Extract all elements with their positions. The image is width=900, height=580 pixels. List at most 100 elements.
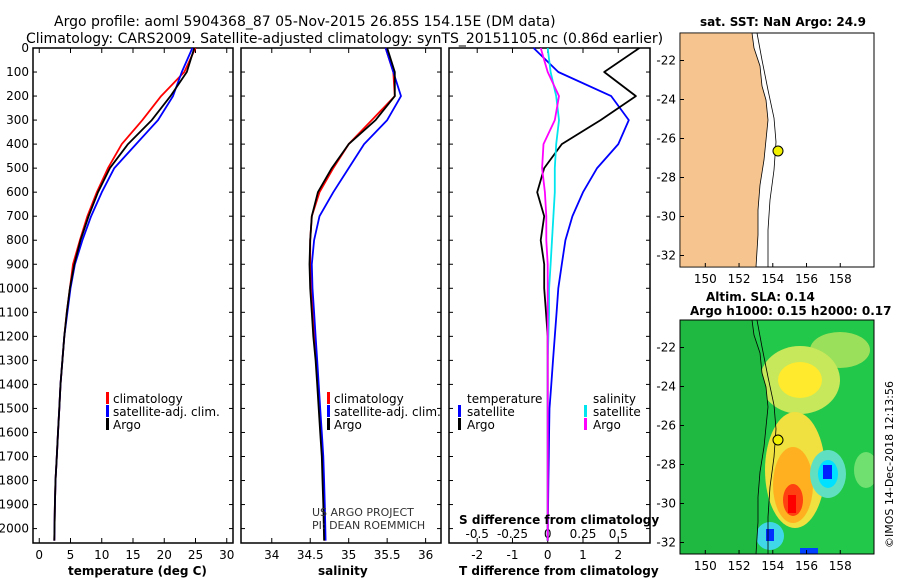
sla-map-field-blob <box>854 452 874 488</box>
series-line-temperature-satellite <box>532 47 630 541</box>
depth-tick-label: 600 <box>6 185 29 199</box>
legend-label-s-satellite: satellite <box>593 405 641 419</box>
secondary-x-tick-label: 0.25 <box>570 527 597 541</box>
salinity-legend: climatology satellite-adj. clim. Argo <box>327 392 441 432</box>
temperature-legend: climatology satellite-adj. clim. Argo <box>106 392 220 432</box>
sla-map-landmass <box>680 320 769 554</box>
depth-tick-label: 1400 <box>0 377 29 391</box>
x-tick-label: 35.5 <box>374 548 401 562</box>
x-tick-label: 2 <box>614 548 622 562</box>
x-tick-label: -2 <box>471 548 483 562</box>
legend-label-t-satellite: satellite <box>467 405 515 419</box>
temperature-plot: 0 5 10 15 20 25 30 <box>33 47 234 562</box>
depth-tick-label: 200 <box>6 89 29 103</box>
x-tick-label: 35 <box>341 548 356 562</box>
series-line-salinity-argo <box>539 47 560 541</box>
x-tick-label: 36 <box>418 548 433 562</box>
map-lon-tick-label: 150 <box>694 559 717 573</box>
map-lon-tick-label: 152 <box>728 272 751 286</box>
x-tick-label: 15 <box>125 548 140 562</box>
secondary-x-tick-label: -0.5 <box>465 527 488 541</box>
series-line-argo <box>308 47 396 541</box>
map-lat-tick-label: -32 <box>656 536 676 550</box>
project-credit-line-2: PI: DEAN ROEMMICH <box>312 519 425 532</box>
x-tick-label: -1 <box>506 548 518 562</box>
series-line-satellite-adj-clim <box>53 47 194 541</box>
depth-tick-label: 1700 <box>0 449 29 463</box>
sst-map-argo-marker <box>772 145 784 157</box>
legend-swatch-satellite <box>106 405 109 417</box>
map-lat-tick-label: -32 <box>656 249 676 263</box>
map-lat-tick-label: -26 <box>656 132 676 146</box>
sla-map-shelf-contour <box>756 320 777 554</box>
series-line-satellite-adj-clim <box>310 47 402 541</box>
legend-label-argo: Argo <box>113 418 141 432</box>
sst-map-title: sat. SST: NaN Argo: 24.9 <box>700 15 866 29</box>
s-difference-axis-label: S difference from climatology <box>459 513 659 527</box>
legend-label-climatology: climatology <box>334 392 404 406</box>
depth-tick-label: 1300 <box>0 353 29 367</box>
x-tick-label: 34.5 <box>297 548 324 562</box>
difference-plot: -2 -1 0 1 2-0.5 -0.25 0 0.25 0.5 <box>449 47 650 562</box>
sla-map-argo-marker <box>772 434 784 446</box>
sla-map-frame <box>679 319 875 555</box>
depth-tick-label: 1500 <box>0 401 29 415</box>
sla-map-title-2: Argo h1000: 0.15 h2000: 0.17 <box>690 304 891 318</box>
map-lat-tick-label: -26 <box>656 419 676 433</box>
map-lon-tick-label: 154 <box>761 272 784 286</box>
x-tick-label: 0 <box>544 548 552 562</box>
legend-swatch-argo <box>327 418 330 430</box>
sst-map-landmass <box>679 32 769 268</box>
sla-map-field-blob <box>766 529 774 541</box>
depth-tick-label: 1900 <box>0 498 29 512</box>
depth-tick-label: 300 <box>6 113 29 127</box>
series-line-argo <box>53 47 196 541</box>
sla-map-title-1: Altim. SLA: 0.14 <box>706 290 815 304</box>
depth-tick-label: 1800 <box>0 474 29 488</box>
x-tick-label: 25 <box>188 548 203 562</box>
depth-tick-label: 800 <box>6 233 29 247</box>
sst-map-shelf-contour <box>756 32 777 267</box>
difference-panel-frame <box>448 47 651 544</box>
map-lon-tick-label: 154 <box>761 559 784 573</box>
depth-tick-label: 0 <box>21 41 29 55</box>
sst-map: 150 152 154 156 158 -22 -24 -26 -28 -30 -32 <box>656 32 875 286</box>
map-lon-tick-label: 150 <box>694 272 717 286</box>
legend-swatch-climatology <box>327 392 330 404</box>
map-lon-tick-label: 156 <box>795 559 818 573</box>
depth-tick-label: 1200 <box>0 329 29 343</box>
map-lon-tick-label: 156 <box>795 272 818 286</box>
map-lat-tick-label: -22 <box>656 54 676 68</box>
secondary-x-tick-label: -0.25 <box>497 527 528 541</box>
series-line-climatology <box>53 47 197 541</box>
depth-axis: 0 100 200 300 400 500 600 700 800 900 1000 1100 1200… <box>0 41 29 536</box>
legend-swatch-t-satellite <box>458 405 461 417</box>
legend-swatch-t-argo <box>458 418 461 430</box>
series-line-temperature-argo <box>536 47 640 541</box>
salinity-plot: 34 34.5 35 35.5 36 <box>241 47 441 562</box>
temperature-axis-label: temperature (deg C) <box>68 564 207 578</box>
x-tick-label: 10 <box>94 548 109 562</box>
sla-map-field-blob <box>800 548 818 554</box>
sla-map-field-blob <box>778 362 822 398</box>
x-tick-label: 0 <box>35 548 43 562</box>
x-tick-label: 34 <box>264 548 279 562</box>
sla-map: 150 152 154 156 158 -22 -24 -26 -28 -30 -32 <box>656 319 875 574</box>
salinity-axis-label: salinity <box>318 564 368 578</box>
legend-swatch-satellite <box>327 405 330 417</box>
sla-map-ticks: 150 152 154 156 158 -22 -24 -26 -28 -30 -32 <box>656 341 851 574</box>
legend-swatch-s-argo <box>584 418 587 430</box>
legend-label-climatology: climatology <box>113 392 183 406</box>
depth-tick-label: 900 <box>6 257 29 271</box>
depth-tick-label: 2000 <box>0 522 29 536</box>
map-lat-tick-label: -24 <box>656 380 676 394</box>
secondary-x-tick-label: 0.5 <box>609 527 628 541</box>
map-lat-tick-label: -24 <box>656 93 676 107</box>
depth-tick-label: 400 <box>6 137 29 151</box>
depth-tick-label: 700 <box>6 209 29 223</box>
legend-swatch-argo <box>106 418 109 430</box>
map-lon-tick-label: 158 <box>829 272 852 286</box>
legend-swatch-climatology <box>106 392 109 404</box>
legend-label-t-argo: Argo <box>467 418 495 432</box>
